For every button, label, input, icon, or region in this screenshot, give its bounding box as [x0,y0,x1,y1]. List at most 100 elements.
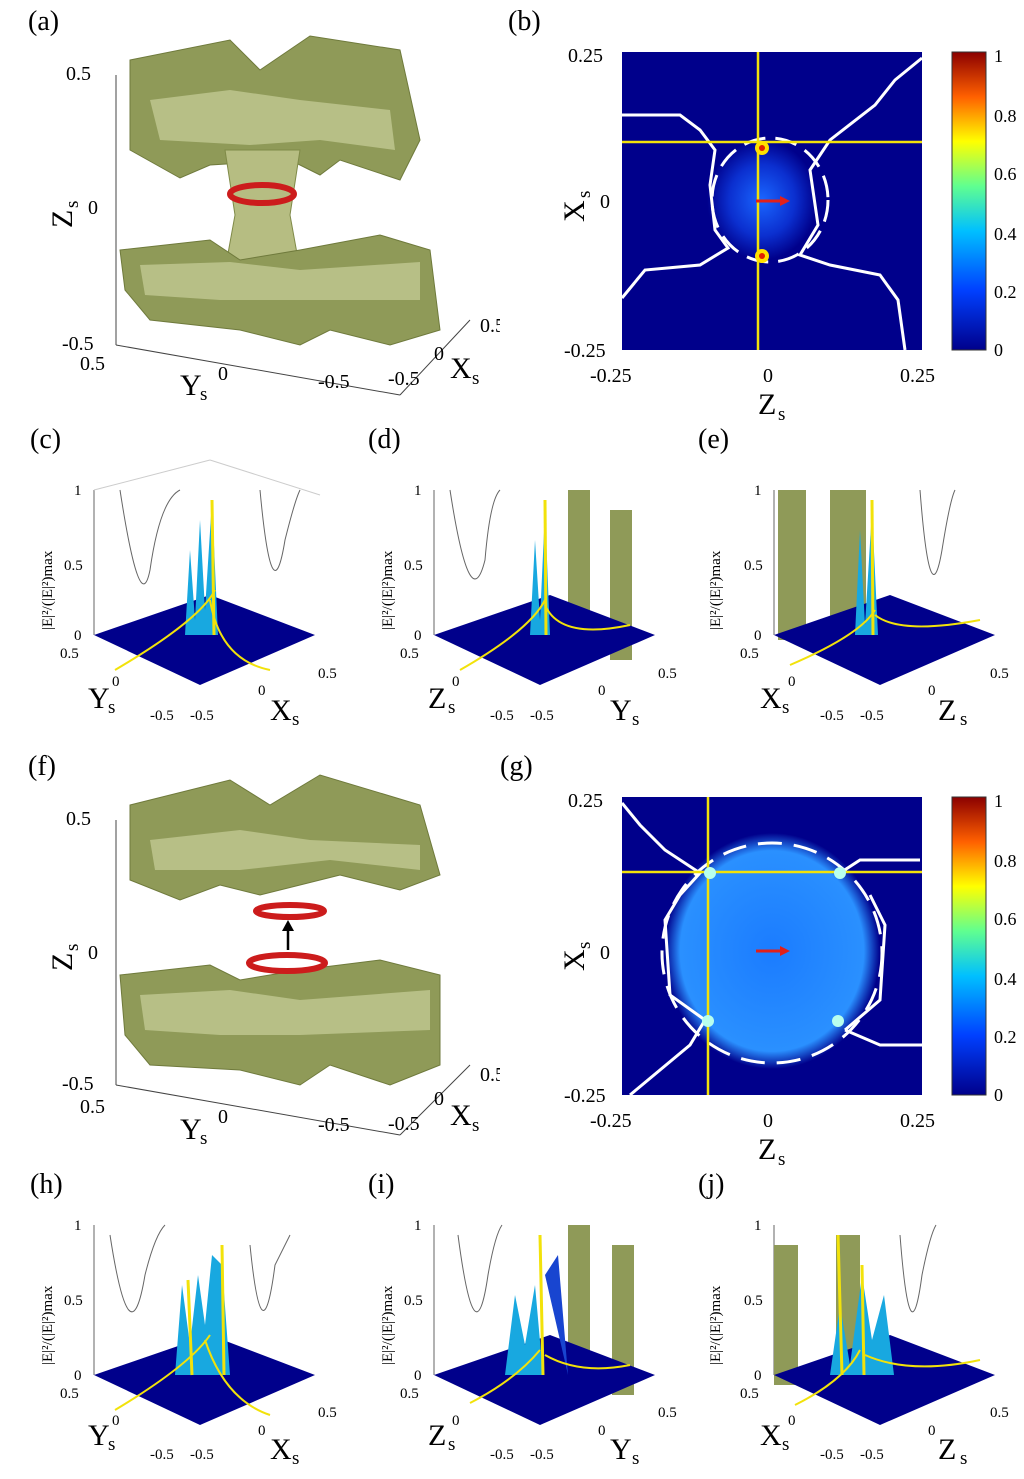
zt0: 0 [414,628,422,644]
panel-a: (a) 0.5 0 -0.5 0.5 0 -0.5 0.5 0 -0.5 Z s… [0,0,505,405]
lt0: 0 [452,1413,460,1429]
rt05: 0.5 [658,1405,677,1421]
rt0: 0 [928,683,936,699]
tick-zs-right: 0.25 [900,365,935,387]
rt05: 0.5 [318,1405,337,1421]
rt-05: -0.5 [860,708,884,724]
tick-y-mid: 0 [218,1106,228,1128]
panel-label-i: (i) [368,1169,395,1200]
axis-z-i: Z [428,1419,446,1452]
lt-05: -0.5 [820,708,844,724]
ylabel-i: |E|²/(|E|²)max [380,1285,396,1365]
zt05: 0.5 [64,1293,83,1309]
cb-tick-1: 1 [994,791,1003,811]
sub-x-j: s [782,1434,789,1455]
lt-05: -0.5 [490,708,514,724]
tick-y-mid: 0 [218,363,228,385]
lt0: 0 [112,674,120,690]
panel-label-c: (c) [30,424,62,455]
panel-label-e: (e) [698,424,730,455]
rt05: 0.5 [658,666,677,682]
axis-y-d: Y [610,694,632,727]
cb-tick-02: 0.2 [994,282,1017,302]
panel-c: (c) 1 0.5 0 |E|²/(|E|²)max 0.5 Y s 0 -0.… [0,420,340,740]
tick-xs-mid: 0 [600,191,610,213]
tick-x-bot: -0.5 [388,368,420,390]
panel-e: (e) 1 0.5 0 |E|²/(|E|²)max 0.5 X s 0 -0.… [680,420,1024,740]
lt-05: -0.5 [820,1447,844,1463]
panel-b: (b) 0.25 0 -0.25 -0.25 0 0.25 X [500,0,1024,425]
axis-label-z: Z [46,210,79,228]
rt0: 0 [258,1423,266,1439]
panel-h: (h) 1 0.5 0 |E|²/(|E|²)max 0.5 Y s 0 -0.… [0,1165,340,1474]
tick-xs-bot: -0.25 [564,340,606,362]
ylabel-h: |E|²/(|E|²)max [40,1285,56,1365]
rt05: 0.5 [990,666,1009,682]
rt0: 0 [928,1423,936,1439]
lt05: 0.5 [740,1386,759,1402]
zt1: 1 [754,483,762,499]
tick-z-mid: 0 [88,197,98,219]
tick-z-top: 0.5 [66,808,91,830]
tick-xs-top: 0.25 [568,45,603,67]
field-map-g: 0.25 0 -0.25 -0.25 0 0.25 X s Z s 1 0.8 … [558,790,1017,1170]
tick-z-bot: -0.5 [62,333,94,355]
axis-sub-z: s [62,944,83,951]
panel-label-j: (j) [698,1169,725,1200]
ylabel-d: |E|²/(|E|²)max [380,550,396,630]
zt05: 0.5 [64,558,83,574]
cb-tick-0: 0 [994,340,1003,360]
sub-x-h: s [292,1448,299,1469]
axis-label-xs: X [558,200,591,222]
cb-tick-06: 0.6 [994,164,1017,184]
zt05: 0.5 [404,558,423,574]
sub-z-j: s [960,1448,967,1469]
tick-xs-bot: -0.25 [564,1085,606,1107]
zt05: 0.5 [744,558,763,574]
axis-x-c: X [270,694,292,727]
tick-zs-mid: 0 [763,1110,773,1132]
axis-x-h: X [270,1433,292,1466]
lt05: 0.5 [60,1386,79,1402]
tick-x-top: 0.5 [480,315,500,337]
axis-label-y: Y [180,369,202,400]
lt0: 0 [112,1413,120,1429]
tick-y-right: -0.5 [318,1114,350,1136]
lt-05: -0.5 [150,1447,174,1463]
rt0: 0 [258,683,266,699]
sub-z-e: s [960,709,967,730]
tick-x-bot: -0.5 [388,1113,420,1135]
sub-z-i: s [448,1434,455,1455]
rt-05: -0.5 [190,1447,214,1463]
colorbar [951,51,987,351]
ylabel-c: |E|²/(|E|²)max [40,550,56,630]
zt05: 0.5 [744,1293,763,1309]
panel-label-d: (d) [368,424,401,455]
surface-plot-e: 1 0.5 0 |E|²/(|E|²)max 0.5 X s 0 -0.5 -0… [708,483,1009,730]
tick-z-bot: -0.5 [62,1073,94,1095]
lt0: 0 [452,674,460,690]
ylabel-j: |E|²/(|E|²)max [708,1285,724,1365]
tick-zs-left: -0.25 [590,1110,632,1132]
zt0: 0 [754,628,762,644]
axis-y-h: Y [88,1419,110,1452]
panel-d: (d) 1 0.5 0 |E|²/(|E|²)max 0.5 Z s 0 -0.… [340,420,680,740]
axis-z-j: Z [938,1433,956,1466]
axis-sub-y: s [200,384,207,400]
surface-plot-d: 1 0.5 0 |E|²/(|E|²)max 0.5 Z s 0 -0.5 -0… [380,483,677,730]
rt0: 0 [598,683,606,699]
axis-sub-xs: s [574,942,595,949]
surface-plot-i: 1 0.5 0 |E|²/(|E|²)max 0.5 Z s 0 -0.5 -0… [380,1218,677,1469]
lt0: 0 [788,1413,796,1429]
lt05: 0.5 [60,646,79,662]
axis-z-e: Z [938,694,956,727]
surface-plot-c: 1 0.5 0 |E|²/(|E|²)max 0.5 Y s 0 -0.5 -0… [40,459,337,730]
axis-sub-zs: s [778,404,785,420]
axis-sub-y: s [200,1128,207,1145]
axis-sub-x: s [472,1115,479,1136]
panel-label-b: (b) [508,6,541,37]
rt-05: -0.5 [190,708,214,724]
rt05: 0.5 [318,666,337,682]
panel-i: (i) 1 0.5 0 |E|²/(|E|²)max 0.5 Z s 0 -0.… [340,1165,680,1474]
panel-f: (f) 0.5 0 -0.5 0.5 0 -0.5 0.5 0 -0.5 Z s… [0,745,505,1149]
